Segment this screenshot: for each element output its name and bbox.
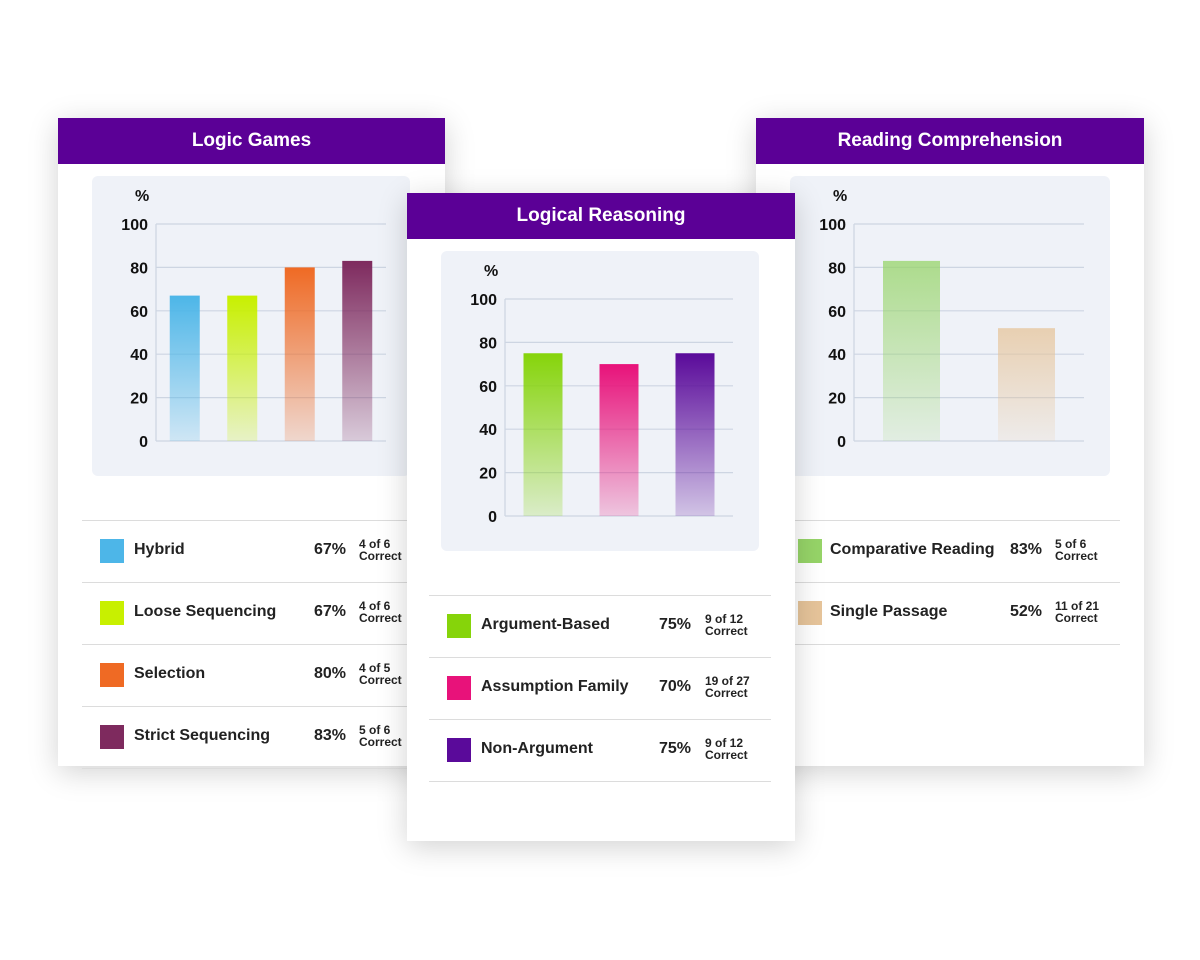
chart-panel: % 0 20 40 60 80 100 — [92, 176, 410, 476]
y-tick-label: 40 — [130, 347, 148, 364]
bar-argument-based — [523, 353, 563, 516]
legend-row-non-argument: Non-Argument 75% 9 of 12 Correct — [429, 720, 771, 782]
legend-percent: 67% — [314, 541, 347, 558]
y-tick-label: 0 — [139, 434, 148, 451]
reading-comprehension-bar-chart: % 0 20 40 60 80 100 — [819, 188, 1084, 451]
legend-swatch — [798, 539, 822, 563]
legend-label: Strict Sequencing — [134, 727, 271, 744]
legend-correct-count: 4 of 6 Correct — [359, 537, 402, 563]
legend-swatch — [100, 663, 124, 687]
y-tick-label: 60 — [828, 304, 846, 321]
logical-reasoning-bar-chart: % 0 20 40 60 80 100 — [470, 263, 733, 526]
legend-row-hybrid: Hybrid 67% 4 of 6 Correct — [82, 521, 432, 583]
bar-single-passage — [998, 328, 1055, 441]
legend-swatch — [100, 601, 124, 625]
y-tick-label: 100 — [121, 217, 148, 234]
bar-strict-sequencing — [342, 260, 373, 441]
legend-percent: 80% — [314, 665, 347, 682]
legend-percent: 75% — [659, 740, 692, 757]
y-axis-label: % — [833, 188, 847, 205]
y-tick-label: 60 — [479, 379, 497, 396]
y-tick-label: 0 — [488, 509, 497, 526]
legend-correct-count: 9 of 12 Correct — [705, 612, 748, 638]
legend-swatch — [100, 539, 124, 563]
legend-swatch — [100, 725, 124, 749]
y-tick-label: 80 — [130, 260, 148, 277]
legend-label: Comparative Reading — [830, 541, 995, 558]
legend-row-single-passage: Single Passage 52% 11 of 21 Correct — [780, 583, 1120, 645]
y-tick-label: 20 — [479, 466, 497, 483]
legend-swatch — [447, 738, 471, 762]
legend-percent: 75% — [659, 616, 692, 633]
legend-correct-count: 9 of 12 Correct — [705, 736, 748, 762]
logical-reasoning-card: Logical Reasoning % 0 20 40 60 80 100 Argument… — [407, 193, 795, 841]
y-tick-label: 80 — [828, 260, 846, 277]
legend-correct-count: 19 of 27 Correct — [705, 674, 750, 700]
legend-label: Selection — [134, 665, 206, 682]
legend-swatch — [447, 614, 471, 638]
card-title: Reading Comprehension — [756, 118, 1144, 164]
legend-row-assumption-family: Assumption Family 70% 19 of 27 Correct — [429, 658, 771, 720]
legend-swatch — [447, 676, 471, 700]
y-tick-label: 60 — [130, 304, 148, 321]
bar-comparative-reading — [883, 260, 940, 441]
card-title: Logic Games — [58, 118, 445, 164]
chart-panel: % 0 20 40 60 80 100 — [790, 176, 1110, 476]
y-tick-label: 80 — [479, 335, 497, 352]
legend-label: Non-Argument — [481, 740, 593, 757]
legend-row-comparative-reading: Comparative Reading 83% 5 of 6 Correct — [780, 521, 1120, 583]
legend-percent: 67% — [314, 603, 347, 620]
bar-non-argument — [675, 353, 715, 516]
legend-label: Argument-Based — [481, 616, 610, 633]
reading-comprehension-card: Reading Comprehension % 0 20 40 60 80 100 Comp… — [756, 118, 1144, 766]
legend-row-loose-sequencing: Loose Sequencing 67% 4 of 6 Correct — [82, 583, 432, 645]
bar-selection — [284, 267, 315, 441]
chart-panel: % 0 20 40 60 80 100 — [441, 251, 759, 551]
legend-correct-count: 4 of 6 Correct — [359, 599, 402, 625]
legend-row-argument-based: Argument-Based 75% 9 of 12 Correct — [429, 596, 771, 658]
legend-swatch — [798, 601, 822, 625]
y-tick-label: 20 — [130, 391, 148, 408]
legend-label: Assumption Family — [481, 678, 629, 695]
legend-percent: 83% — [1010, 541, 1043, 558]
logic-games-bar-chart: % 0 20 40 60 80 100 — [121, 188, 386, 451]
y-tick-label: 0 — [837, 434, 846, 451]
legend-row-strict-sequencing: Strict Sequencing 83% 5 of 6 Correct — [82, 707, 432, 769]
legend-correct-count: 11 of 21 Correct — [1055, 599, 1100, 625]
legend: Hybrid 67% 4 of 6 Correct Loose Sequencing 67… — [82, 520, 432, 769]
y-tick-label: 40 — [479, 422, 497, 439]
legend-percent: 52% — [1010, 603, 1043, 620]
legend-correct-count: 4 of 5 Correct — [359, 661, 402, 687]
y-tick-label: 20 — [828, 391, 846, 408]
legend-label: Loose Sequencing — [134, 603, 277, 620]
bar-assumption-family — [599, 364, 639, 516]
y-tick-label: 100 — [470, 292, 497, 309]
bar-hybrid — [169, 295, 200, 441]
y-tick-label: 100 — [819, 217, 846, 234]
bar-loose-sequencing — [227, 295, 258, 441]
card-title: Logical Reasoning — [407, 193, 795, 239]
y-axis-label: % — [484, 263, 498, 280]
legend-correct-count: 5 of 6 Correct — [359, 723, 402, 749]
legend-percent: 83% — [314, 727, 347, 744]
logic-games-card: Logic Games % 0 20 40 60 80 100 Hybrid 67% 4 of … — [58, 118, 445, 769]
y-axis-label: % — [135, 188, 149, 205]
legend-correct-count: 5 of 6 Correct — [1055, 537, 1098, 563]
legend: Comparative Reading 83% 5 of 6 Correct Singl… — [780, 520, 1120, 645]
legend-label: Hybrid — [134, 541, 185, 558]
legend-percent: 70% — [659, 678, 692, 695]
legend-label: Single Passage — [830, 603, 948, 620]
legend-row-selection: Selection 80% 4 of 5 Correct — [82, 645, 432, 707]
legend: Argument-Based 75% 9 of 12 Correct Assumptio… — [429, 595, 771, 782]
y-tick-label: 40 — [828, 347, 846, 364]
